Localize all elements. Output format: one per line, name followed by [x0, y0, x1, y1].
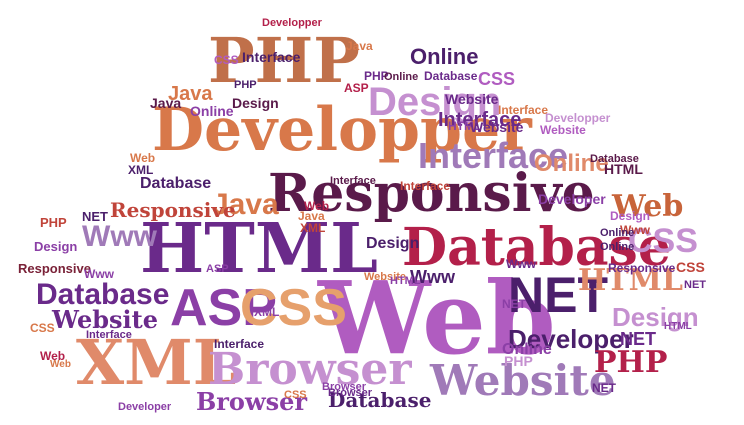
word-net-6: NET: [684, 279, 706, 291]
word-interface-6: Interface: [330, 175, 376, 187]
word-database-3: Database: [328, 388, 432, 412]
word-developper-3: Developper: [262, 17, 322, 29]
word-web-4: Web: [40, 349, 66, 363]
word-developer-2: Developer: [538, 191, 606, 207]
word-design-large: Design: [368, 80, 502, 124]
word-interface-8: Interface: [400, 179, 451, 193]
word-web-5: Web: [304, 199, 330, 213]
word-database-large: Database: [402, 217, 671, 278]
word-www-5: Www: [506, 257, 536, 271]
word-css-large: CSS: [240, 279, 347, 337]
word-online: Online: [410, 44, 479, 69]
word-interface-4: Interface: [498, 103, 549, 117]
word-interface-large: Interface: [418, 135, 569, 176]
word-website-2: Website: [52, 305, 159, 334]
word-php-large: PHP: [208, 24, 360, 97]
word-java-3: Java: [150, 95, 182, 111]
word-design-4: Design: [34, 239, 78, 254]
word-developer-3: Developer: [118, 401, 172, 413]
word-java-4: Java: [346, 39, 373, 53]
word-css-2: CSS: [628, 222, 698, 260]
word-website-6: Website: [364, 271, 406, 283]
word-database-2: Database: [36, 278, 170, 311]
word-php-3: PHP: [40, 215, 67, 230]
word-html-5: HTML: [390, 275, 421, 287]
word-asp-2: ASP: [344, 81, 369, 95]
word-xml-2: XML: [128, 163, 154, 177]
word-web-6: Web: [50, 359, 71, 370]
word-html-2: HTML: [578, 263, 683, 298]
word-css-3: CSS: [478, 69, 516, 89]
word-net-2: NET: [620, 329, 656, 349]
word-xml-3: XML: [254, 305, 280, 319]
word-asp-3: ASP: [206, 263, 229, 275]
word-responsive-4: Responsive: [608, 261, 676, 275]
word-online-4: Online: [502, 341, 552, 358]
word-php-6: PHP: [234, 79, 257, 91]
word-database-6: Database: [590, 153, 639, 165]
word-database-5: Database: [424, 69, 478, 83]
word-design-2: Design: [612, 302, 699, 332]
word-html-3: HTML: [604, 161, 643, 177]
word-asp-large: ASP: [170, 279, 277, 337]
word-website-large: Website: [430, 356, 616, 405]
word-online-2: Online: [534, 150, 609, 177]
word-developper-2: Developper: [545, 111, 611, 125]
word-browser-3: Browser: [322, 381, 367, 393]
word-database-4: Database: [140, 175, 212, 192]
word-net-large: NET: [508, 267, 608, 323]
word-html-large: HTML: [140, 209, 378, 289]
word-interface-2: Interface: [438, 109, 522, 131]
word-responsive-3: Responsive: [18, 261, 91, 276]
word-html-4: HTML: [448, 119, 482, 133]
word-xml-4: XML: [300, 221, 326, 235]
word-web-3: Web: [130, 151, 156, 165]
word-css-7: CSS: [676, 259, 705, 275]
word-css-4: CSS: [30, 321, 55, 335]
word-php-2: PHP: [594, 345, 668, 380]
word-browser-2: Browser: [196, 387, 308, 416]
word-website-5: Website: [470, 119, 524, 135]
word-java: Java: [168, 83, 213, 105]
word-www-2: Www: [410, 267, 455, 287]
word-interface-7: Interface: [86, 329, 132, 341]
word-design-5: Design: [366, 235, 420, 252]
word-browser-4: Browser: [328, 387, 373, 399]
word-online-5: Online: [384, 71, 419, 83]
word-responsive-2: Responsive: [110, 198, 236, 222]
word-interface-5: Interface: [214, 337, 265, 351]
word-interface-3: Interface: [242, 49, 301, 65]
word-java-5: Java: [298, 209, 325, 223]
word-html-6: HTML: [664, 321, 692, 332]
word-browser-large: Browser: [208, 344, 412, 395]
word-net-4: NET: [502, 297, 526, 311]
word-design-6: Design: [610, 209, 651, 223]
word-design-3: Design: [232, 95, 279, 111]
word-online-3: Online: [190, 103, 234, 119]
word-www: Www: [82, 220, 157, 253]
word-php-5: PHP: [504, 353, 533, 369]
word-web-large: Web: [318, 259, 556, 377]
word-web-2: Web: [612, 189, 684, 224]
word-online-6: Online: [600, 241, 635, 253]
word-www-3: Www: [620, 223, 650, 237]
word-website-4: Website: [540, 123, 586, 137]
word-css-5: CSS: [284, 389, 307, 401]
word-net-3: NET: [82, 209, 108, 224]
word-www-4: Www: [84, 267, 114, 281]
word-developer: Developer: [508, 324, 634, 354]
word-responsive-large: Responsive: [268, 163, 595, 224]
word-css-6: CSS: [214, 53, 239, 67]
word-online-7: Online: [600, 227, 635, 239]
word-net-5: NET: [592, 381, 616, 395]
word-xml-large: XML: [76, 326, 237, 399]
word-java-2: Java: [212, 188, 279, 221]
word-developper-large: Developper: [152, 95, 532, 165]
word-php-4: PHP: [364, 69, 389, 83]
word-website-3: Website: [445, 91, 499, 107]
